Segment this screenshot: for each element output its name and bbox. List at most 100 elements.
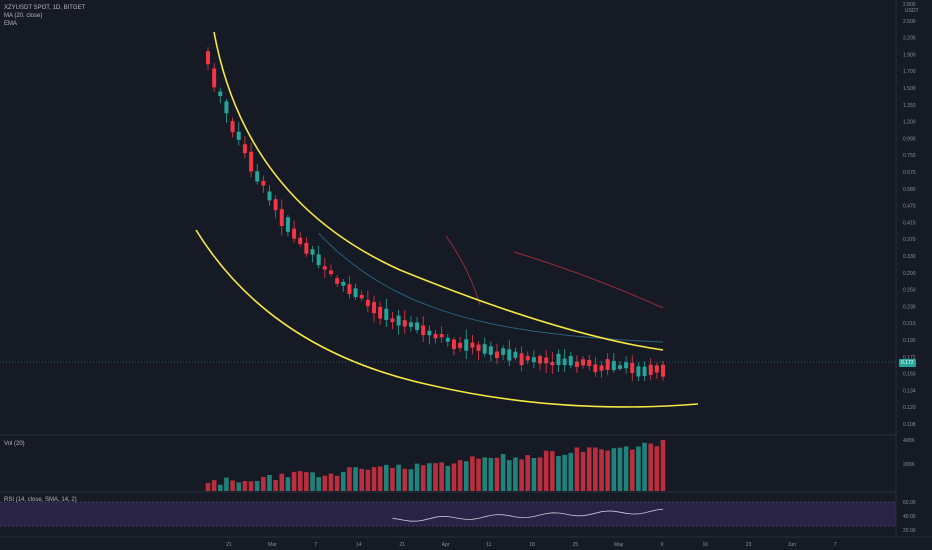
volume-bar <box>347 467 352 491</box>
candle-body <box>372 302 377 314</box>
candle-body <box>384 308 389 320</box>
indicator-ema: EMA <box>4 21 18 27</box>
candle-body <box>611 360 616 371</box>
indicator-ma: MA (20, close) <box>4 13 43 19</box>
volume-bar <box>297 471 303 491</box>
volume-bar <box>574 447 580 491</box>
volume-bar <box>457 460 463 491</box>
volume-bar <box>291 471 297 491</box>
lower-trend-curve <box>195 229 699 408</box>
candle-body <box>482 344 487 354</box>
candle-body <box>322 266 327 270</box>
time-tick: 16 <box>703 542 709 548</box>
volume-bar <box>420 465 426 491</box>
candle-body <box>636 366 641 377</box>
volume-bar <box>365 469 371 491</box>
rsi-label: RSI (14, close, SMA, 14, 2) <box>4 497 77 503</box>
volume-bar <box>211 480 217 491</box>
candle-body <box>488 346 493 355</box>
volume-bar <box>205 482 211 491</box>
volume-bar <box>371 467 377 491</box>
time-tick: 21 <box>399 542 405 548</box>
candle-body <box>605 359 610 370</box>
volume-bar <box>248 481 254 491</box>
volume-bar <box>519 459 524 491</box>
candle-body <box>574 361 579 367</box>
time-tick: 11 <box>486 542 491 548</box>
volume-bar <box>230 480 235 491</box>
volume-bar <box>396 464 401 491</box>
candle-body <box>525 355 530 361</box>
candle-body <box>310 249 315 255</box>
rsi-legend: RSI (14, close, SMA, 14, 2) <box>4 496 77 504</box>
volume-bar <box>525 455 531 491</box>
volume-bar <box>402 468 408 491</box>
price-tick: 0.580 <box>903 187 916 193</box>
candle-body <box>550 362 555 366</box>
candle-body <box>378 306 383 319</box>
time-tick: Jun <box>788 542 796 548</box>
volume-bar <box>543 450 549 491</box>
price-tick: 0.150 <box>903 372 916 378</box>
volume-bar <box>340 471 346 491</box>
chart-legend: XZYUSDT SPOT, 1D, BITGET MA (20, close) … <box>4 4 85 28</box>
price-tick: 2.200 <box>903 36 916 42</box>
candle-body <box>267 191 272 201</box>
volume-bar <box>556 456 561 491</box>
volume-bar <box>224 477 229 491</box>
volume-tick: 200K <box>903 462 915 468</box>
price-tick: 1.350 <box>903 103 916 109</box>
time-tick: 18 <box>529 542 535 548</box>
volume-bar <box>445 465 451 491</box>
price-tick: 0.210 <box>903 321 916 327</box>
volume-bar <box>599 449 604 491</box>
candle-body <box>593 364 598 373</box>
price-tick: 2.800 <box>903 2 916 8</box>
time-tick: May <box>614 542 624 548</box>
candle-body <box>390 318 395 323</box>
volume-bar <box>494 457 500 491</box>
candle-body <box>439 334 444 338</box>
candle-body <box>531 357 536 363</box>
volume-bar <box>593 447 598 491</box>
rsi-tick: 20.00 <box>903 528 916 534</box>
candle-body <box>451 339 456 350</box>
candle-body <box>427 330 432 336</box>
volume-bar <box>617 447 623 491</box>
volume-bar <box>267 474 272 491</box>
price-tick: 1.200 <box>903 120 916 126</box>
volume-bar <box>629 449 635 491</box>
price-tick: 0.120 <box>903 405 916 411</box>
volume-bar <box>550 451 555 491</box>
volume-bar <box>310 472 315 491</box>
volume-bar <box>580 451 586 491</box>
price-tick: 1.900 <box>903 52 916 58</box>
price-tick: 0.990 <box>903 136 916 142</box>
candle-body <box>581 359 586 366</box>
time-tick: 14 <box>356 542 362 548</box>
volume-bar <box>236 482 242 491</box>
volume-bar <box>433 463 438 491</box>
candle-body <box>415 322 420 331</box>
candle-body <box>328 270 333 274</box>
time-tick: 23 <box>746 542 752 548</box>
price-tick: 0.230 <box>903 304 916 310</box>
candle-body <box>538 356 543 364</box>
volume-bar <box>408 469 414 491</box>
price-tick: 0.415 <box>903 220 916 226</box>
last-price-tag: 0.172 <box>899 359 916 367</box>
candle-body <box>494 351 499 359</box>
volume-bar <box>636 446 641 491</box>
volume-bar <box>242 480 248 491</box>
candle-body <box>544 357 549 364</box>
currency-badge: USDT <box>905 8 919 14</box>
candle-body <box>335 278 340 284</box>
candle-body <box>359 294 364 299</box>
candle-body <box>224 101 229 114</box>
candle-body <box>212 68 217 88</box>
candle-body <box>513 351 518 358</box>
candle-body <box>206 51 210 65</box>
candle-body <box>630 362 635 374</box>
candle-body <box>261 180 266 186</box>
